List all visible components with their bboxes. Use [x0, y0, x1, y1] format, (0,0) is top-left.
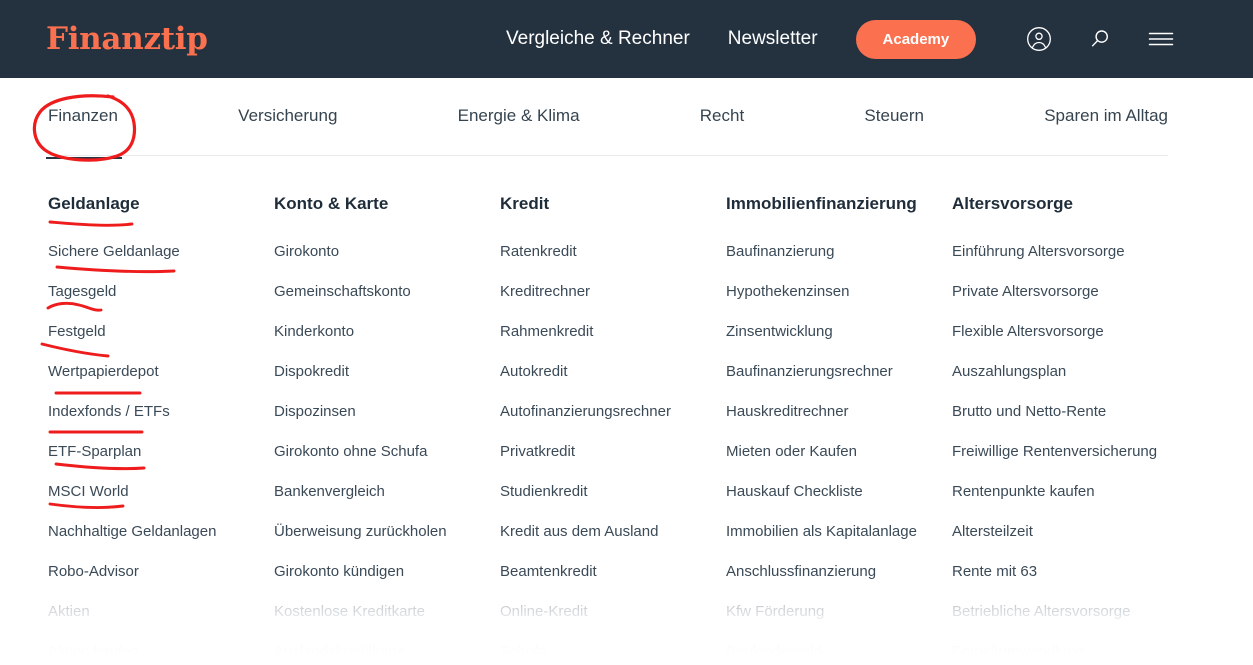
category-nav: Finanzen Versicherung Energie & Klima Re… — [0, 78, 1253, 159]
mega-menu-link[interactable]: Nachhaltige Geldanlagen — [48, 523, 217, 540]
mega-menu-link[interactable]: Beamtenkredit — [500, 563, 597, 580]
mega-menu-link[interactable]: Entgeltumwandlung — [952, 643, 1084, 660]
mega-menu-link[interactable]: Robo-Advisor — [48, 563, 139, 580]
nav-newsletter[interactable]: Newsletter — [727, 28, 818, 49]
site-header: Finanztip Vergleiche & Rechner Newslette… — [0, 0, 1253, 78]
subnav-item-versicherung[interactable]: Versicherung — [238, 105, 338, 125]
mega-menu-link[interactable]: Baufinanzierungsrechner — [726, 363, 893, 380]
mega-menu-link[interactable]: Autokredit — [500, 363, 568, 380]
mega-column-links: Baufinanzierung Hypothekenzinsen Zinsentwi… — [726, 242, 952, 662]
subnav-item-energie-klima[interactable]: Energie & Klima — [457, 105, 580, 125]
mega-menu-link[interactable]: Schufa — [500, 643, 547, 660]
mega-column-links: Sichere Geldanlage Tagesgeld Festgeld Wertp… — [48, 242, 274, 662]
mega-column: Konto & Karte Girokonto Gemeinschaftskonto… — [274, 156, 500, 665]
mega-menu-link[interactable]: Überweisung zurückholen — [274, 523, 447, 540]
mega-column-links: Einführung Altersvorsorge Private Altersv… — [952, 242, 1178, 662]
mega-menu-link[interactable]: Kostenlose Kreditkarte — [274, 603, 425, 620]
nav-vergleiche-rechner[interactable]: Vergleiche & Rechner — [506, 28, 690, 49]
mega-column-heading: Konto & Karte — [274, 194, 389, 213]
mega-menu-link[interactable]: Hypothekenzinsen — [726, 283, 850, 300]
subnav-item-sparen-im-alltag[interactable]: Sparen im Alltag — [1044, 105, 1168, 125]
mega-menu-link[interactable]: Indexfonds / ETFs — [48, 403, 170, 420]
mega-menu-link[interactable]: Zinsentwicklung — [726, 323, 833, 340]
mega-menu-link[interactable]: Betriebliche Altersvorsorge — [952, 603, 1131, 620]
hamburger-menu-icon[interactable] — [1147, 25, 1175, 53]
mega-menu-link[interactable]: Bankenvergleich — [274, 483, 385, 500]
mega-menu-link[interactable]: Immobilien als Kapitalanlage — [726, 523, 917, 540]
mega-menu-link[interactable]: Baukindergeld — [726, 643, 822, 660]
mega-menu-link[interactable]: Aktien — [48, 603, 90, 620]
mega-menu-link[interactable]: Wertpapierdepot — [48, 363, 159, 380]
mega-column-links: Girokonto Gemeinschaftskonto Kinderkonto Di… — [274, 242, 500, 662]
mega-menu-link[interactable]: Sichere Geldanlage — [48, 243, 180, 260]
academy-button[interactable]: Academy — [855, 19, 977, 59]
subnav-item-steuern[interactable]: Steuern — [864, 105, 924, 125]
subnav-divider — [48, 155, 1168, 156]
mega-menu-link[interactable]: Rahmenkredit — [500, 323, 594, 340]
mega-menu-link[interactable]: Altersteilzeit — [952, 523, 1033, 540]
mega-menu-link[interactable]: Auszahlungsplan — [952, 363, 1067, 380]
mega-menu-link[interactable]: ETF-Sparplan — [48, 443, 142, 460]
mega-menu-link[interactable]: Girokonto — [274, 243, 340, 260]
mega-menu-link[interactable]: Hauskauf Checkliste — [726, 483, 863, 500]
mega-column-heading: Geldanlage — [48, 194, 140, 213]
mega-menu-link[interactable]: Einführung Altersvorsorge — [952, 243, 1125, 260]
mega-menu-link[interactable]: Girokonto ohne Schufa — [274, 443, 428, 460]
mega-menu-link[interactable]: Kreditrechner — [500, 283, 591, 300]
mega-menu-link[interactable]: Girokonto kündigen — [274, 563, 405, 580]
mega-menu-link[interactable]: Tagesgeld — [48, 283, 117, 300]
mega-column: Geldanlage Sichere Geldanlage Tagesgeld Fes… — [48, 156, 274, 665]
mega-column: Immobilienfinanzierung Baufinanzierung Hyp… — [726, 156, 952, 665]
mega-menu-link[interactable]: MSCI World — [48, 483, 129, 500]
mega-column-links: Ratenkredit Kreditrechner Rahmenkredit Auto… — [500, 242, 726, 662]
mega-menu-link[interactable]: Dispokredit — [274, 363, 350, 380]
mega-menu-link[interactable]: Privatkredit — [500, 443, 576, 460]
mega-menu-link[interactable]: Private Altersvorsorge — [952, 283, 1099, 300]
mega-menu-link[interactable]: Online-Kredit — [500, 603, 588, 620]
search-icon[interactable] — [1086, 25, 1114, 53]
header-nav: Vergleiche & Rechner Newsletter Academy — [506, 0, 977, 78]
mega-column-heading: Altersvorsorge — [952, 194, 1073, 213]
mega-menu-link[interactable]: Auslandskreditkarte — [274, 643, 406, 660]
mega-menu-link[interactable]: Kredit aus dem Ausland — [500, 523, 659, 540]
user-account-icon[interactable] — [1025, 25, 1053, 53]
mega-menu-link[interactable]: Kfw Förderung — [726, 603, 825, 620]
mega-menu-link[interactable]: Kinderkonto — [274, 323, 355, 340]
mega-menu-panel: Geldanlage Sichere Geldanlage Tagesgeld Fes… — [0, 156, 1253, 665]
mega-menu-link[interactable]: Autofinanzierungsrechner — [500, 403, 671, 420]
mega-column-heading: Immobilienfinanzierung — [726, 194, 917, 213]
mega-menu-link[interactable]: Mieten oder Kaufen — [726, 443, 857, 460]
mega-menu-link[interactable]: Ratenkredit — [500, 243, 577, 260]
mega-menu-link[interactable]: Festgeld — [48, 323, 106, 340]
mega-menu-link[interactable]: Flexible Altersvorsorge — [952, 323, 1104, 340]
mega-menu-link[interactable]: Rente mit 63 — [952, 563, 1038, 580]
mega-column: Kredit Ratenkredit Kreditrechner Rahmenkred… — [500, 156, 726, 665]
mega-menu-link[interactable]: Dispozinsen — [274, 403, 356, 420]
finanztip-logo[interactable]: Finanztip — [46, 20, 208, 57]
subnav-item-recht[interactable]: Recht — [699, 105, 745, 125]
mega-menu-link[interactable]: Anschlussfinanzierung — [726, 563, 877, 580]
mega-menu-columns: Geldanlage Sichere Geldanlage Tagesgeld Fes… — [48, 156, 1178, 665]
mega-menu-link[interactable]: Baufinanzierung — [726, 243, 835, 260]
mega-menu-link[interactable]: Aktien kaufen — [48, 643, 139, 660]
mega-column: Altersvorsorge Einführung Altersvorsorge P… — [952, 156, 1178, 665]
mega-menu-link[interactable]: Brutto und Netto-Rente — [952, 403, 1107, 420]
subnav-item-finanzen[interactable]: Finanzen — [46, 106, 122, 159]
mega-menu-link[interactable]: Rentenpunkte kaufen — [952, 483, 1095, 500]
mega-menu-link[interactable]: Freiwillige Rentenversicherung — [952, 443, 1158, 460]
mega-column-heading: Kredit — [500, 194, 550, 213]
header-icon-group — [1025, 0, 1253, 78]
mega-menu-link[interactable]: Gemeinschaftskonto — [274, 283, 411, 300]
mega-menu-link[interactable]: Hauskreditrechner — [726, 403, 849, 420]
mega-menu-link[interactable]: Studienkredit — [500, 483, 588, 500]
